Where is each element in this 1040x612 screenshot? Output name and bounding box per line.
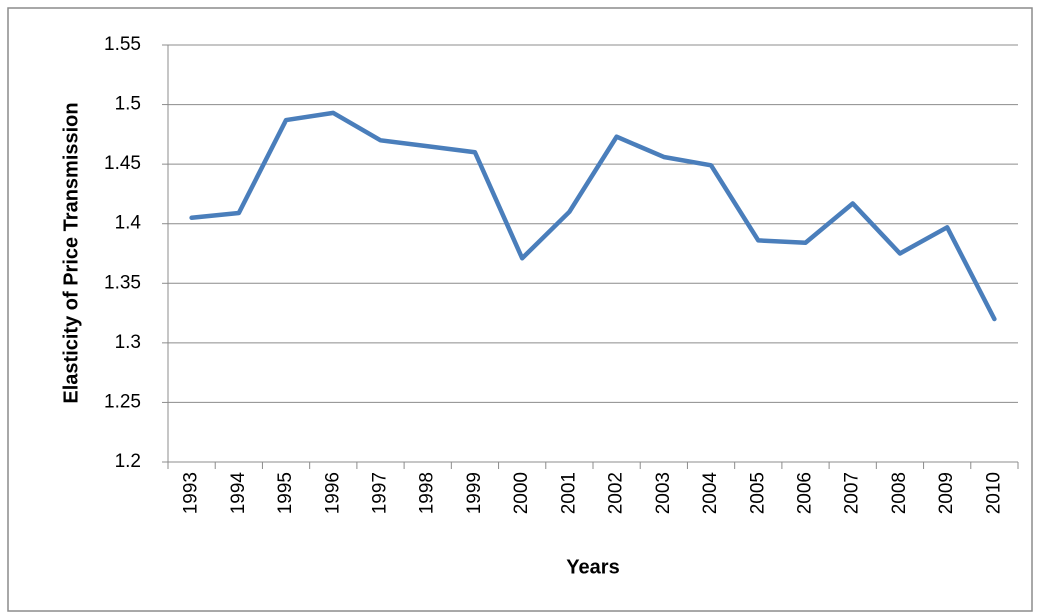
- x-tick-label: 1996: [322, 472, 343, 514]
- x-tick-label: 1995: [275, 472, 296, 514]
- x-tick-label: 2004: [700, 472, 721, 515]
- y-tick-label: 1.55: [104, 34, 141, 55]
- x-tick-label: 2005: [747, 472, 768, 514]
- x-tick-label: 2006: [795, 472, 816, 514]
- y-tick-label: 1.35: [104, 272, 141, 293]
- y-tick-label: 1.25: [104, 391, 141, 412]
- x-tick-label: 1994: [228, 472, 249, 515]
- x-tick-label: 2008: [889, 472, 910, 514]
- x-tick-label: 1997: [370, 472, 391, 514]
- x-tick-label: 2001: [558, 472, 579, 514]
- x-tick-label: 2007: [842, 472, 863, 514]
- y-tick-label: 1.2: [115, 451, 141, 472]
- y-tick-label: 1.5: [115, 94, 141, 115]
- x-tick-label: 2002: [606, 472, 627, 514]
- x-tick-label: 2009: [936, 472, 957, 514]
- x-tick-label: 2000: [511, 472, 532, 514]
- x-tick-label: 1993: [181, 472, 202, 514]
- y-tick-label: 1.3: [115, 332, 141, 353]
- y-axis-title: Elasticity of Price Transmission: [60, 102, 82, 403]
- x-axis-title: Years: [566, 556, 619, 578]
- x-tick-label: 1999: [464, 472, 485, 514]
- x-tick-label: 1998: [417, 472, 438, 514]
- y-tick-label: 1.45: [104, 153, 141, 174]
- x-tick-label: 2010: [983, 472, 1004, 514]
- chart-border: [7, 7, 1033, 612]
- y-tick-label: 1.4: [115, 213, 142, 234]
- x-tick-label: 2003: [653, 472, 674, 514]
- data-line: [189, 110, 997, 322]
